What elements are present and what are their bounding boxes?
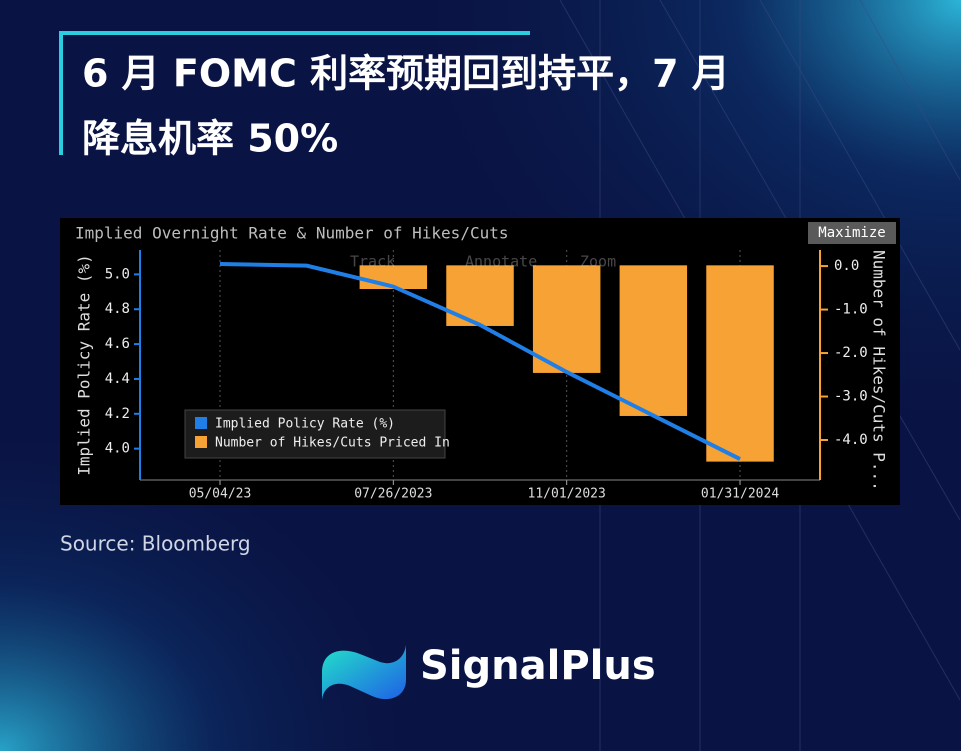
x-tick-label: 01/31/2024 (701, 487, 779, 502)
y2-tick-label: -1.0 (834, 302, 868, 318)
toolbar: Track Annotate Zoom (350, 253, 616, 271)
y-axis-label: Implied Policy Rate (%) (75, 254, 94, 476)
chart-title: Implied Overnight Rate & Number of Hikes… (75, 224, 508, 243)
legend-swatch (195, 436, 207, 448)
title: 降息机率 50% (82, 117, 338, 161)
title: 6 月 FOMC 利率预期回到持平，7 月 (82, 52, 730, 96)
y-tick-label: 4.0 (105, 441, 130, 457)
legend-swatch (195, 417, 207, 429)
y2-tick-label: -3.0 (834, 389, 868, 405)
y-tick-label: 5.0 (105, 266, 130, 282)
brand: SignalPlus (420, 643, 656, 689)
y-tick-label: 4.4 (105, 371, 130, 387)
y-tick-label: 4.8 (105, 301, 130, 317)
bar (706, 265, 774, 462)
legend-label: Number of Hikes/Cuts Priced In (215, 436, 450, 451)
source: Source: Bloomberg (60, 532, 251, 556)
toolbar-item: Annotate (465, 253, 537, 271)
toolbar-item: Zoom (580, 253, 616, 271)
y2-tick-label: 0.0 (834, 258, 859, 274)
title-bracket (59, 31, 530, 155)
legend-label: Implied Policy Rate (%) (215, 417, 395, 432)
x-tick-label: 11/01/2023 (528, 487, 606, 502)
y-tick-label: 4.6 (105, 336, 130, 352)
bar (532, 265, 601, 373)
toolbar-item: Track (350, 253, 395, 271)
legend: Implied Policy Rate (%) Number of Hikes/C… (184, 409, 450, 459)
y2-tick-label: -2.0 (834, 345, 868, 361)
bar (619, 265, 688, 416)
y2-axis-label: Number of Hikes/Cuts P... (870, 250, 889, 491)
y2-tick-label: -4.0 (834, 432, 868, 448)
y-tick-label: 4.2 (105, 406, 130, 422)
maximize-label[interactable]: Maximize (818, 225, 885, 241)
legend-box (184, 409, 446, 459)
x-tick-label: 07/26/2023 (354, 487, 432, 502)
logo (322, 645, 406, 700)
line (219, 261, 741, 461)
maximize-button[interactable] (808, 222, 896, 244)
x-tick-label: 05/04/23 (189, 487, 252, 502)
